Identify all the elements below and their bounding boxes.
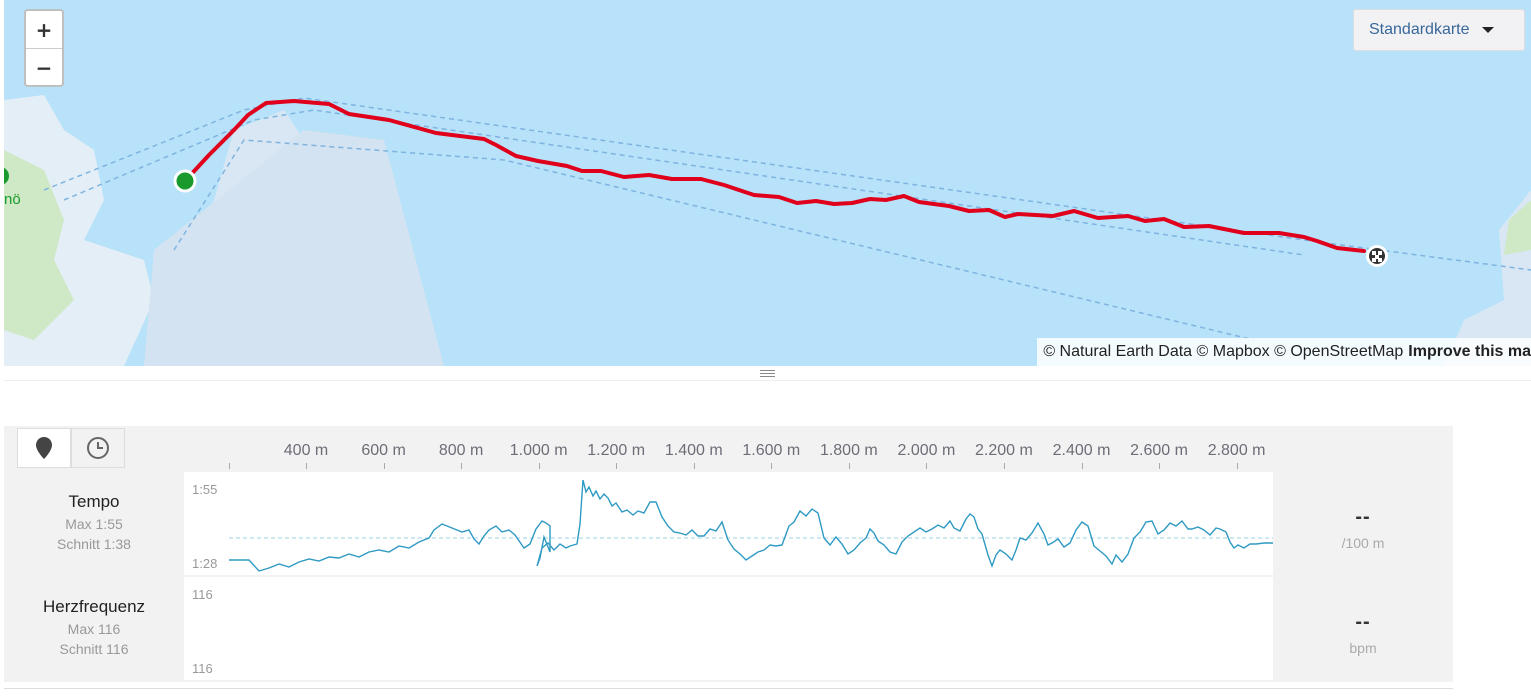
map-type-label: Standardkarte xyxy=(1369,21,1470,38)
distance-toggle-button[interactable] xyxy=(17,428,71,468)
x-tick-label: 1.400 m xyxy=(664,442,723,459)
pace-max: Max 1:55 xyxy=(65,516,123,532)
x-tick-label: 2.000 m xyxy=(897,442,956,459)
caret-down-icon xyxy=(1481,27,1494,33)
pace-current: -- /100 m xyxy=(1273,472,1453,575)
heart-avg: Schnitt 116 xyxy=(59,641,129,657)
heart-current: -- bpm xyxy=(1273,577,1453,680)
x-tick-label: 600 m xyxy=(361,442,406,459)
pace-y-max: 1:55 xyxy=(192,482,218,497)
zoom-out-button[interactable]: − xyxy=(26,48,62,85)
pace-row: Tempo Max 1:55 Schnitt 1:38 1:55 1:28 --… xyxy=(4,472,1453,575)
x-tick-mark xyxy=(1003,463,1005,469)
pace-chart[interactable]: 1:55 1:28 xyxy=(184,472,1273,575)
axis-toggle xyxy=(17,428,127,468)
x-tick-label: 2.400 m xyxy=(1052,442,1111,459)
map-attribution: © Natural Earth Data © Mapbox © OpenStre… xyxy=(1037,338,1531,366)
pace-title: Tempo xyxy=(68,492,120,511)
pace-label-block: Tempo Max 1:55 Schnitt 1:38 xyxy=(4,472,184,575)
reclaimed-area xyxy=(144,130,444,366)
improve-map-link[interactable]: Improve this ma xyxy=(1408,343,1531,360)
heart-label-block: Herzfrequenz Max 116 Schnitt 116 xyxy=(4,577,184,680)
start-marker xyxy=(173,169,197,193)
heart-title: Herzfrequenz xyxy=(42,597,146,616)
pace-current-value: -- xyxy=(1355,506,1371,528)
x-tick-mark xyxy=(1159,463,1161,469)
x-tick-mark xyxy=(306,463,307,469)
pace-avg: Schnitt 1:38 xyxy=(57,536,131,552)
heart-current-value: -- xyxy=(1355,611,1371,633)
pace-unit: /100 m xyxy=(1341,535,1385,551)
x-tick-mark xyxy=(383,463,385,469)
heart-unit: bpm xyxy=(1349,640,1377,656)
map[interactable]: nö + − Standardkarte © Natural Earth Dat… xyxy=(4,0,1531,366)
drag-handle-icon xyxy=(760,369,775,377)
attribution-text: © Natural Earth Data © Mapbox © OpenStre… xyxy=(1043,343,1404,360)
x-tick-mark xyxy=(229,463,230,469)
map-canvas[interactable]: nö xyxy=(4,0,1531,366)
zoom-control: + − xyxy=(24,9,64,87)
x-tick-mark xyxy=(693,463,695,469)
analysis-panel: 400 m 600 m 800 m 1.000 m 1.200 m 1.400 m 1.60… xyxy=(4,426,1453,682)
heart-rate-row: Herzfrequenz Max 116 Schnitt 116 116 116… xyxy=(4,577,1453,680)
x-tick-mark xyxy=(461,463,463,469)
park-right xyxy=(1504,200,1531,255)
map-type-dropdown[interactable]: Standardkarte xyxy=(1353,9,1525,51)
x-tick-mark xyxy=(616,463,618,469)
distance-axis: 400 m 600 m 800 m 1.000 m 1.200 m 1.400 m 1.60… xyxy=(229,426,1279,472)
x-tick-mark xyxy=(1081,463,1083,469)
x-tick-label: 2.600 m xyxy=(1130,442,1188,459)
shipping-lane xyxy=(63,109,1305,256)
x-tick-mark xyxy=(848,463,850,469)
resize-handle[interactable] xyxy=(4,366,1531,381)
x-tick-mark xyxy=(538,463,540,469)
clock-icon xyxy=(87,437,109,459)
heart-rate-chart[interactable]: 116 116 xyxy=(184,577,1273,680)
offscreen-marker xyxy=(4,167,9,185)
finish-marker xyxy=(1366,245,1388,267)
map-pin-icon xyxy=(36,437,52,459)
pace-line xyxy=(229,479,1273,572)
panel-bottom-border xyxy=(4,688,1453,689)
heart-y-min: 116 xyxy=(192,661,213,676)
x-tick-mark xyxy=(926,463,928,469)
zoom-in-button[interactable]: + xyxy=(35,17,53,42)
pace-plot-svg xyxy=(229,479,1273,572)
x-tick-label: 1.600 m xyxy=(742,442,801,459)
x-tick-mark xyxy=(771,463,773,469)
x-tick-label: 1.200 m xyxy=(587,442,646,459)
x-tick-label: 800 m xyxy=(438,442,484,459)
x-tick-label: 2.800 m xyxy=(1207,442,1266,459)
place-label: nö xyxy=(4,191,21,208)
x-tick-mark xyxy=(1236,463,1238,469)
route-line xyxy=(183,99,1366,253)
park-areas xyxy=(4,150,74,340)
x-tick-label: 400 m xyxy=(283,442,329,459)
heart-max: Max 116 xyxy=(67,621,121,637)
shipping-lane xyxy=(173,139,1255,341)
x-tick-label: 2.200 m xyxy=(975,442,1033,459)
x-tick-label: 1.800 m xyxy=(819,442,878,459)
heart-y-max: 116 xyxy=(192,587,213,602)
x-tick-label: 1.000 m xyxy=(509,442,568,459)
pace-y-min: 1:28 xyxy=(192,556,218,571)
time-toggle-button[interactable] xyxy=(71,428,125,468)
